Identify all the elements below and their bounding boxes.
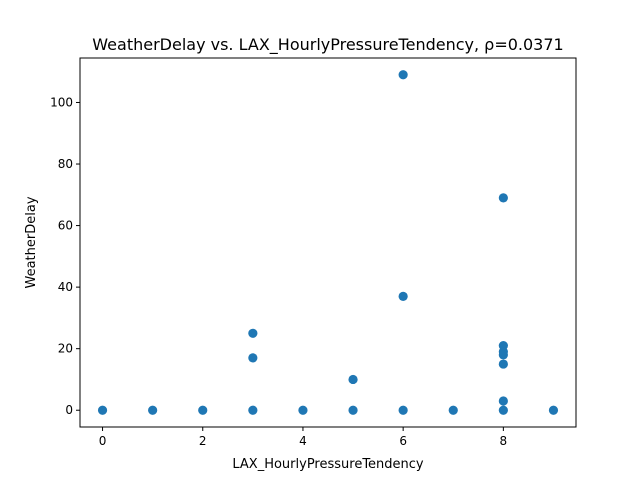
x-tick-label: 8 — [500, 434, 508, 448]
data-point — [498, 193, 508, 203]
data-point — [248, 405, 258, 415]
x-tick-label: 0 — [99, 434, 107, 448]
data-point — [298, 405, 308, 415]
plot-area — [97, 70, 559, 415]
x-tick-label: 4 — [299, 434, 307, 448]
y-tick-label: 80 — [58, 157, 73, 171]
x-tick-label: 6 — [399, 434, 407, 448]
data-point — [348, 374, 358, 385]
data-point — [398, 70, 408, 80]
y-axis-label: WeatherDelay — [24, 196, 39, 288]
data-point — [248, 353, 258, 363]
y-tick-label: 20 — [58, 342, 73, 356]
y-tick-label: 0 — [65, 403, 73, 417]
data-point — [498, 396, 508, 406]
data-point — [398, 291, 408, 301]
x-tick-label: 2 — [199, 434, 207, 448]
data-point — [248, 328, 258, 338]
data-point — [448, 405, 458, 415]
y-tick-label: 60 — [58, 219, 73, 233]
plot-frame — [79, 57, 577, 428]
data-point — [548, 405, 559, 415]
y-tick-label: 40 — [58, 280, 73, 294]
x-axis-label: LAX_HourlyPressureTendency — [232, 457, 424, 472]
data-point — [498, 340, 508, 351]
chart-title: WeatherDelay vs. LAX_HourlyPressureTende… — [92, 35, 563, 55]
data-point — [198, 405, 208, 415]
data-point — [398, 405, 408, 415]
data-point — [498, 405, 508, 415]
y-tick-label: 100 — [50, 95, 73, 109]
data-point — [348, 405, 358, 415]
data-point — [97, 405, 108, 415]
data-point — [498, 359, 508, 369]
data-point — [148, 405, 158, 415]
